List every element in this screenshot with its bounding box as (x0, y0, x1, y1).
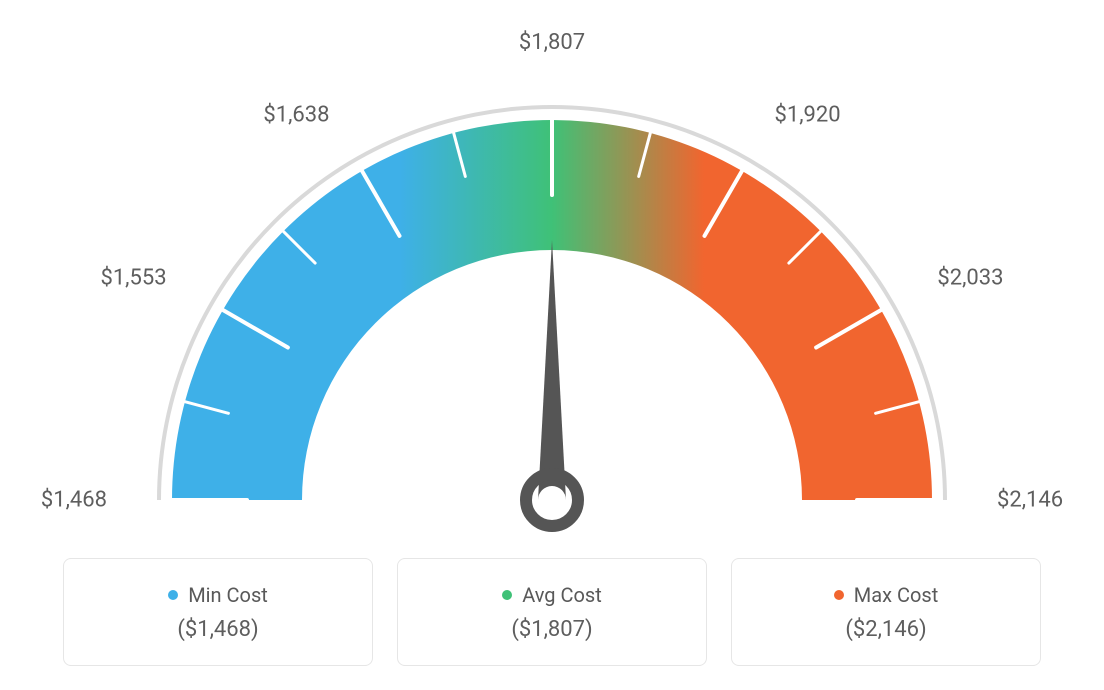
max-cost-header: Max Cost (834, 583, 939, 607)
gauge-chart: $1,468$1,553$1,638$1,807$1,920$2,033$2,1… (52, 30, 1052, 550)
max-dot-icon (834, 590, 844, 600)
min-cost-label: Min Cost (188, 583, 268, 607)
gauge-tick-label: $2,146 (997, 488, 1063, 513)
cost-cards-row: Min Cost ($1,468) Avg Cost ($1,807) Max … (63, 558, 1041, 666)
max-cost-card: Max Cost ($2,146) (731, 558, 1041, 666)
min-cost-card: Min Cost ($1,468) (63, 558, 373, 666)
avg-dot-icon (502, 590, 512, 600)
min-cost-header: Min Cost (168, 583, 268, 607)
gauge-tick-label: $1,807 (519, 30, 585, 55)
gauge-tick-label: $2,033 (937, 265, 1003, 290)
gauge-tick-label: $1,553 (100, 265, 166, 290)
avg-cost-card: Avg Cost ($1,807) (397, 558, 707, 666)
gauge-tick-label: $1,468 (41, 488, 107, 513)
min-cost-value: ($1,468) (177, 617, 258, 642)
avg-cost-value: ($1,807) (511, 617, 592, 642)
max-cost-label: Max Cost (854, 583, 939, 607)
max-cost-value: ($2,146) (845, 617, 926, 642)
gauge-tick-label: $1,920 (775, 102, 841, 127)
gauge-svg (52, 30, 1052, 550)
avg-cost-header: Avg Cost (502, 583, 602, 607)
min-dot-icon (168, 590, 178, 600)
gauge-tick-label: $1,638 (263, 102, 329, 127)
avg-cost-label: Avg Cost (522, 583, 602, 607)
